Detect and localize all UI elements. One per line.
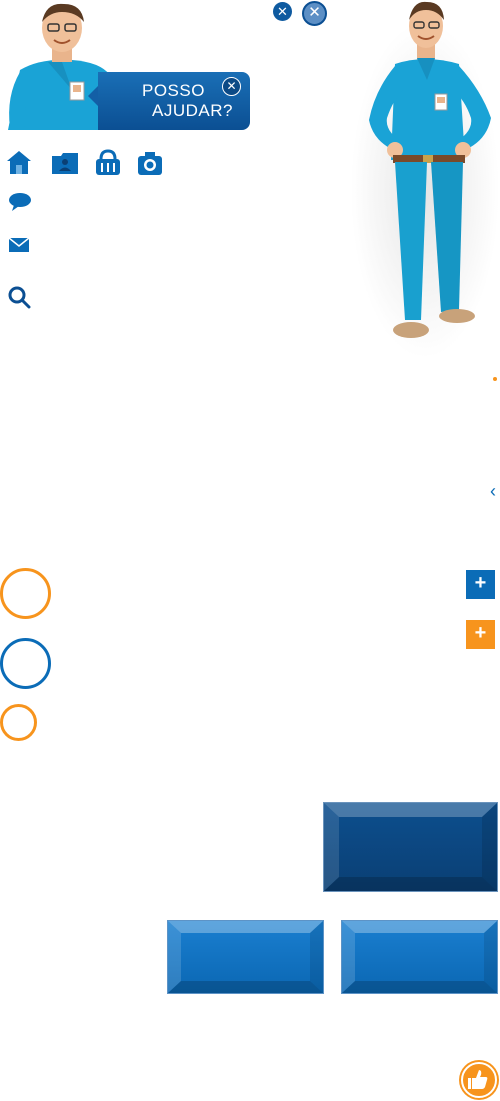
banner-line-1: POSSO	[142, 81, 205, 100]
button-background-right[interactable]	[341, 920, 498, 994]
button-background-large[interactable]	[323, 802, 498, 892]
banner-line-2: AJUDAR?	[152, 101, 233, 120]
banner-close-icon[interactable]: ✕	[222, 77, 241, 96]
profile-folder-icon[interactable]	[51, 150, 78, 176]
plus-icon-blue[interactable]: +	[466, 570, 495, 599]
indicator-dot	[493, 377, 497, 381]
orange-ring-large	[0, 568, 51, 619]
thumbs-up-icon[interactable]	[461, 1062, 497, 1098]
chat-bubble-icon[interactable]	[8, 192, 32, 212]
plus-icon-orange[interactable]: +	[466, 620, 495, 649]
orange-ring-small	[0, 704, 37, 741]
home-icon[interactable]	[5, 148, 31, 174]
assistant-avatar-large	[355, 0, 500, 345]
button-background-left[interactable]	[167, 920, 324, 994]
chevron-left-icon[interactable]: ‹	[490, 481, 496, 501]
assistant-avatar-small[interactable]	[0, 0, 130, 130]
camera-icon[interactable]	[137, 149, 163, 175]
close-icon[interactable]: ✕	[273, 2, 292, 21]
basket-icon[interactable]	[95, 149, 121, 175]
envelope-icon[interactable]	[8, 237, 30, 253]
search-icon[interactable]	[7, 285, 31, 309]
speech-pointer	[88, 84, 100, 108]
blue-ring-large	[0, 638, 51, 689]
close-large-icon[interactable]: ✕	[302, 1, 327, 26]
